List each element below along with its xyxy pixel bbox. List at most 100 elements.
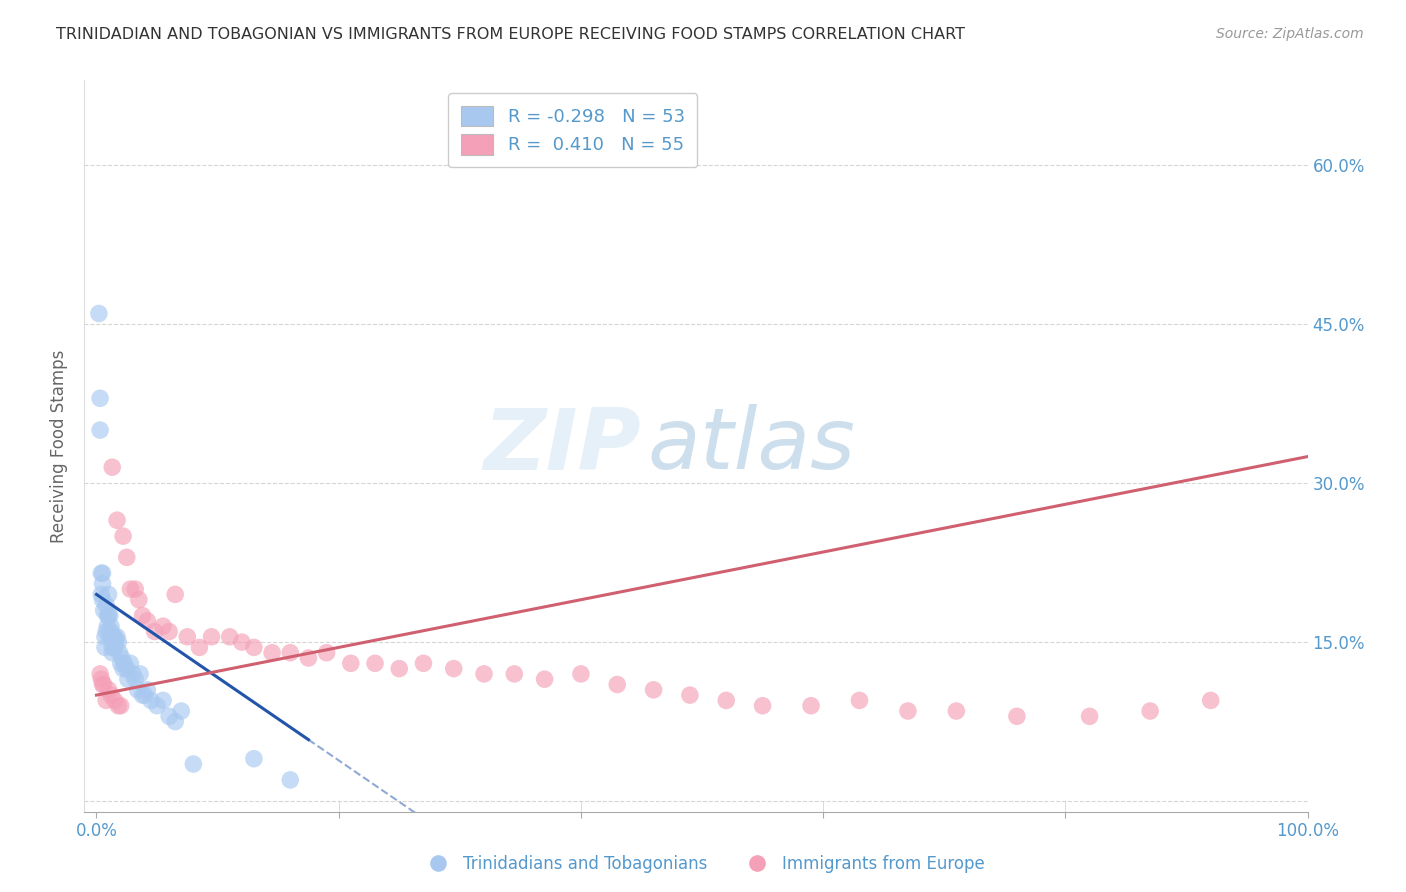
Point bbox=[129, 667, 152, 681]
Point bbox=[364, 657, 387, 671]
Point bbox=[165, 714, 187, 729]
Point bbox=[136, 682, 159, 697]
Point bbox=[146, 698, 169, 713]
Legend: Trinidadians and Tobagonians, Immigrants from Europe: Trinidadians and Tobagonians, Immigrants… bbox=[415, 848, 991, 880]
Point bbox=[87, 306, 110, 320]
Point bbox=[679, 688, 702, 702]
Point bbox=[98, 608, 121, 623]
Point bbox=[243, 640, 266, 655]
Point bbox=[751, 698, 773, 713]
Point bbox=[104, 640, 127, 655]
Point bbox=[124, 672, 146, 686]
Point bbox=[105, 630, 128, 644]
Point bbox=[278, 646, 301, 660]
Point bbox=[91, 576, 114, 591]
Point bbox=[104, 630, 127, 644]
Point bbox=[188, 640, 211, 655]
Point bbox=[108, 646, 131, 660]
Point bbox=[152, 619, 174, 633]
Point bbox=[100, 619, 122, 633]
Point bbox=[170, 704, 193, 718]
Point bbox=[100, 688, 122, 702]
Point bbox=[110, 698, 132, 713]
Point bbox=[243, 752, 266, 766]
Point bbox=[111, 651, 134, 665]
Point bbox=[89, 392, 111, 406]
Point bbox=[96, 693, 118, 707]
Point bbox=[91, 592, 114, 607]
Point bbox=[93, 603, 115, 617]
Point bbox=[183, 757, 205, 772]
Point bbox=[262, 646, 284, 660]
Point bbox=[112, 529, 135, 543]
Point bbox=[128, 592, 150, 607]
Point bbox=[472, 667, 495, 681]
Point bbox=[136, 614, 159, 628]
Point bbox=[1005, 709, 1028, 723]
Point bbox=[104, 635, 127, 649]
Point bbox=[897, 704, 920, 718]
Legend: R = -0.298   N = 53, R =  0.410   N = 55: R = -0.298 N = 53, R = 0.410 N = 55 bbox=[449, 93, 697, 167]
Point bbox=[91, 566, 114, 581]
Point bbox=[90, 672, 112, 686]
Point bbox=[89, 423, 111, 437]
Point bbox=[340, 657, 363, 671]
Point bbox=[101, 646, 124, 660]
Point bbox=[98, 630, 121, 644]
Point bbox=[120, 657, 142, 671]
Point bbox=[503, 667, 526, 681]
Point bbox=[231, 635, 253, 649]
Point bbox=[115, 550, 138, 565]
Point bbox=[315, 646, 337, 660]
Point bbox=[107, 698, 129, 713]
Point bbox=[716, 693, 738, 707]
Y-axis label: Receiving Food Stamps: Receiving Food Stamps bbox=[51, 350, 69, 542]
Point bbox=[121, 667, 143, 681]
Point bbox=[157, 624, 180, 639]
Point bbox=[200, 630, 222, 644]
Point bbox=[97, 587, 120, 601]
Point bbox=[443, 662, 465, 676]
Point bbox=[107, 635, 129, 649]
Point bbox=[90, 566, 112, 581]
Point bbox=[115, 662, 138, 676]
Point bbox=[1078, 709, 1101, 723]
Point bbox=[96, 624, 118, 639]
Point bbox=[131, 688, 153, 702]
Point bbox=[157, 709, 180, 723]
Point bbox=[117, 672, 139, 686]
Text: ZIP: ZIP bbox=[484, 404, 641, 488]
Point bbox=[278, 772, 301, 787]
Point bbox=[112, 657, 135, 671]
Point bbox=[218, 630, 240, 644]
Point bbox=[643, 682, 665, 697]
Point bbox=[110, 657, 132, 671]
Point bbox=[569, 667, 592, 681]
Text: Source: ZipAtlas.com: Source: ZipAtlas.com bbox=[1216, 27, 1364, 41]
Point bbox=[1139, 704, 1161, 718]
Point bbox=[90, 587, 112, 601]
Point bbox=[176, 630, 198, 644]
Point bbox=[945, 704, 967, 718]
Point bbox=[848, 693, 870, 707]
Point bbox=[101, 640, 124, 655]
Point bbox=[96, 619, 118, 633]
Point bbox=[94, 640, 117, 655]
Text: TRINIDADIAN AND TOBAGONIAN VS IMMIGRANTS FROM EUROPE RECEIVING FOOD STAMPS CORRE: TRINIDADIAN AND TOBAGONIAN VS IMMIGRANTS… bbox=[56, 27, 966, 42]
Text: atlas: atlas bbox=[647, 404, 855, 488]
Point bbox=[91, 677, 114, 691]
Point bbox=[152, 693, 174, 707]
Point bbox=[104, 693, 127, 707]
Point bbox=[101, 460, 124, 475]
Point bbox=[800, 698, 823, 713]
Point bbox=[120, 582, 142, 596]
Point bbox=[143, 624, 166, 639]
Point bbox=[134, 688, 156, 702]
Point bbox=[388, 662, 411, 676]
Point bbox=[100, 624, 122, 639]
Point bbox=[93, 677, 115, 691]
Point bbox=[97, 608, 120, 623]
Point bbox=[127, 682, 149, 697]
Point bbox=[94, 630, 117, 644]
Point bbox=[131, 608, 153, 623]
